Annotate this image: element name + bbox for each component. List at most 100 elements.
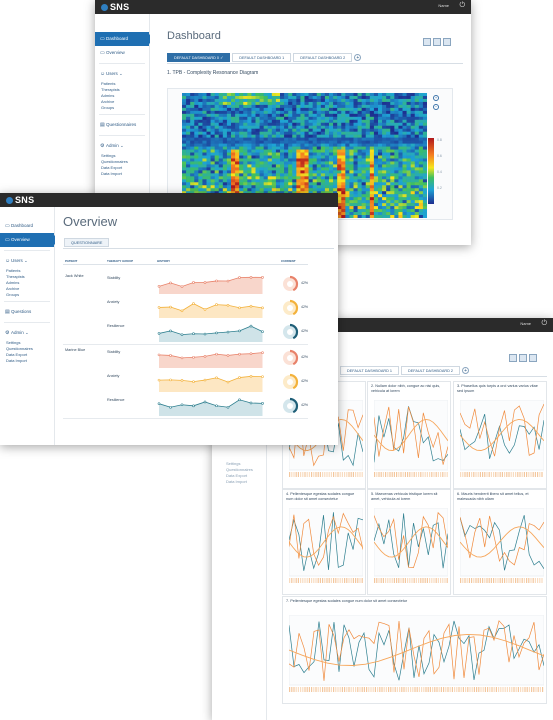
sidebar-item-settings[interactable]: Settings	[101, 153, 116, 158]
tab-questionnaire[interactable]: QUESTIONNAIRE	[64, 238, 110, 247]
heatmap-cell	[206, 131, 211, 135]
sidebar-item-data-export[interactable]: Data Export	[6, 352, 28, 357]
heatmap-cell	[304, 107, 309, 112]
sidebar-item-data-import[interactable]: Data Import	[101, 171, 122, 176]
nav-admin[interactable]: ⚙ Admin ⌄	[95, 139, 149, 153]
tab-dashboard-2[interactable]: DEFAULT DASHBOARD 2	[401, 366, 461, 375]
heatmap-cell	[333, 161, 338, 165]
layout-three-column-button[interactable]	[443, 38, 451, 46]
heatmap-cell	[267, 143, 273, 147]
heatmap-cell	[304, 119, 309, 124]
patient-name[interactable]: Marine Blue	[65, 348, 86, 352]
sidebar-item-questionnaires[interactable]: Questionnaires	[101, 159, 128, 164]
heatmap-cell	[341, 95, 346, 100]
add-tab-button[interactable]: +	[354, 54, 362, 61]
sidebar-item-groups[interactable]: Groups	[101, 105, 115, 110]
layout-two-column-button[interactable]	[433, 38, 441, 46]
add-tab-button[interactable]: +	[462, 367, 470, 374]
timeline-bar	[306, 578, 308, 583]
heatmap-cell	[218, 98, 224, 103]
sidebar-item-therapists[interactable]: Therapists	[101, 87, 120, 92]
heatmap-cell	[337, 167, 342, 171]
heatmap-cell	[406, 185, 411, 189]
layout-one-column-button[interactable]	[423, 38, 431, 46]
nav-overview[interactable]: ▭Overview	[95, 46, 149, 60]
sidebar-item-settings[interactable]: Settings	[226, 461, 241, 466]
timeline-bar	[295, 687, 297, 692]
nav-users[interactable]: ☺Users ⌄	[95, 67, 149, 81]
heatmap-cell	[239, 119, 244, 124]
sidebar-item-data-import[interactable]: Data Import	[226, 479, 247, 484]
heatmap-cell	[263, 143, 269, 147]
nav-dashboard[interactable]: ▭Dashboard	[95, 32, 154, 46]
nav-dashboard[interactable]: ▭Dashboard	[0, 219, 54, 233]
heatmap-cell	[357, 215, 362, 218]
layout-three-column-button[interactable]	[529, 354, 537, 362]
heatmap-cell	[361, 158, 367, 162]
metric-label: Stability	[107, 276, 121, 280]
heatmap-cell	[398, 176, 403, 180]
heatmap-cell	[345, 155, 350, 159]
zoom-in-icon[interactable]: +	[433, 95, 439, 101]
chart-panel-3: 3. Phasellus quis turpis a orci varius v…	[453, 381, 547, 489]
sidebar-item-therapists[interactable]: Therapists	[6, 274, 25, 279]
sidebar-item-data-import[interactable]: Data Import	[6, 358, 27, 363]
heatmap-cell	[280, 95, 285, 100]
logout-icon[interactable]: ⏻	[459, 2, 465, 9]
sidebar-item-patients[interactable]: Patients	[101, 81, 116, 86]
sparkline-point	[192, 404, 195, 408]
sidebar-item-data-export[interactable]: Data Export	[101, 165, 123, 170]
timeline-bar	[324, 578, 326, 583]
nav-questions[interactable]: ▤Questions	[0, 305, 54, 319]
heatmap-cell	[304, 98, 309, 103]
timeline-bar	[409, 578, 411, 583]
heatmap-cell	[365, 182, 371, 186]
sidebar-item-data-export[interactable]: Data Export	[226, 473, 248, 478]
heatmap-cell	[267, 158, 273, 162]
tab-dashboard-1[interactable]: DEFAULT DASHBOARD 1	[232, 53, 292, 62]
timeline-bar	[427, 687, 429, 692]
sidebar-item-questionnaires[interactable]: Questionnaires	[6, 346, 33, 351]
heatmap-cell	[231, 104, 236, 109]
heatmap-cell	[271, 185, 277, 189]
user-name[interactable]: Name	[520, 321, 531, 326]
sidebar-item-archive[interactable]: Archive	[6, 286, 20, 291]
layout-two-column-button[interactable]	[519, 354, 527, 362]
heatmap-cell	[324, 116, 330, 121]
heatmap-cell	[271, 119, 277, 124]
heatmap-cell	[198, 125, 203, 130]
patient-name[interactable]: Jack White	[65, 274, 84, 278]
heatmap-cell	[341, 197, 346, 201]
nav-admin[interactable]: ⚙ Admin ⌄	[0, 326, 54, 340]
sidebar-item-questionnaires[interactable]: Questionnaires	[226, 467, 253, 472]
nav-questionnaires[interactable]: ▤Questionnaires	[95, 118, 149, 132]
heatmap-cell	[296, 131, 301, 135]
sparkline-point	[261, 351, 264, 354]
timeline-bar	[491, 687, 493, 692]
heatmap-cell	[418, 206, 424, 210]
sidebar-item-archive[interactable]: Archive	[101, 99, 115, 104]
tab-dashboard-2[interactable]: DEFAULT DASHBOARD 2	[293, 53, 353, 62]
sidebar-item-patients[interactable]: Patients	[6, 268, 21, 273]
heatmap-cell	[284, 176, 289, 180]
nav-users[interactable]: ☺Users ⌄	[0, 254, 54, 268]
logout-icon[interactable]: ⏻	[541, 320, 547, 327]
layout-one-column-button[interactable]	[509, 354, 517, 362]
zoom-out-icon[interactable]: −	[433, 104, 439, 110]
nav-overview[interactable]: ▭Overview	[0, 233, 59, 247]
sidebar-item-settings[interactable]: Settings	[6, 340, 21, 345]
user-name[interactable]: Name	[438, 3, 449, 8]
heatmap-cell	[259, 116, 264, 121]
heatmap-cell	[218, 110, 224, 115]
sidebar-item-groups[interactable]: Groups	[6, 292, 20, 297]
heatmap-cell	[284, 110, 289, 115]
timeline-bar	[352, 578, 354, 583]
tab-dashboard-0[interactable]: DEFAULT DASHBOARD 0 ✓	[167, 53, 231, 62]
timeline-bar	[378, 472, 380, 477]
sidebar-item-admins[interactable]: Admins	[6, 280, 20, 285]
heatmap-cell	[194, 176, 199, 180]
timeline-bar	[531, 687, 533, 692]
sidebar-item-admins[interactable]: Admins	[101, 93, 115, 98]
tab-dashboard-1[interactable]: DEFAULT DASHBOARD 1	[340, 366, 400, 375]
heatmap-cell	[320, 188, 326, 192]
